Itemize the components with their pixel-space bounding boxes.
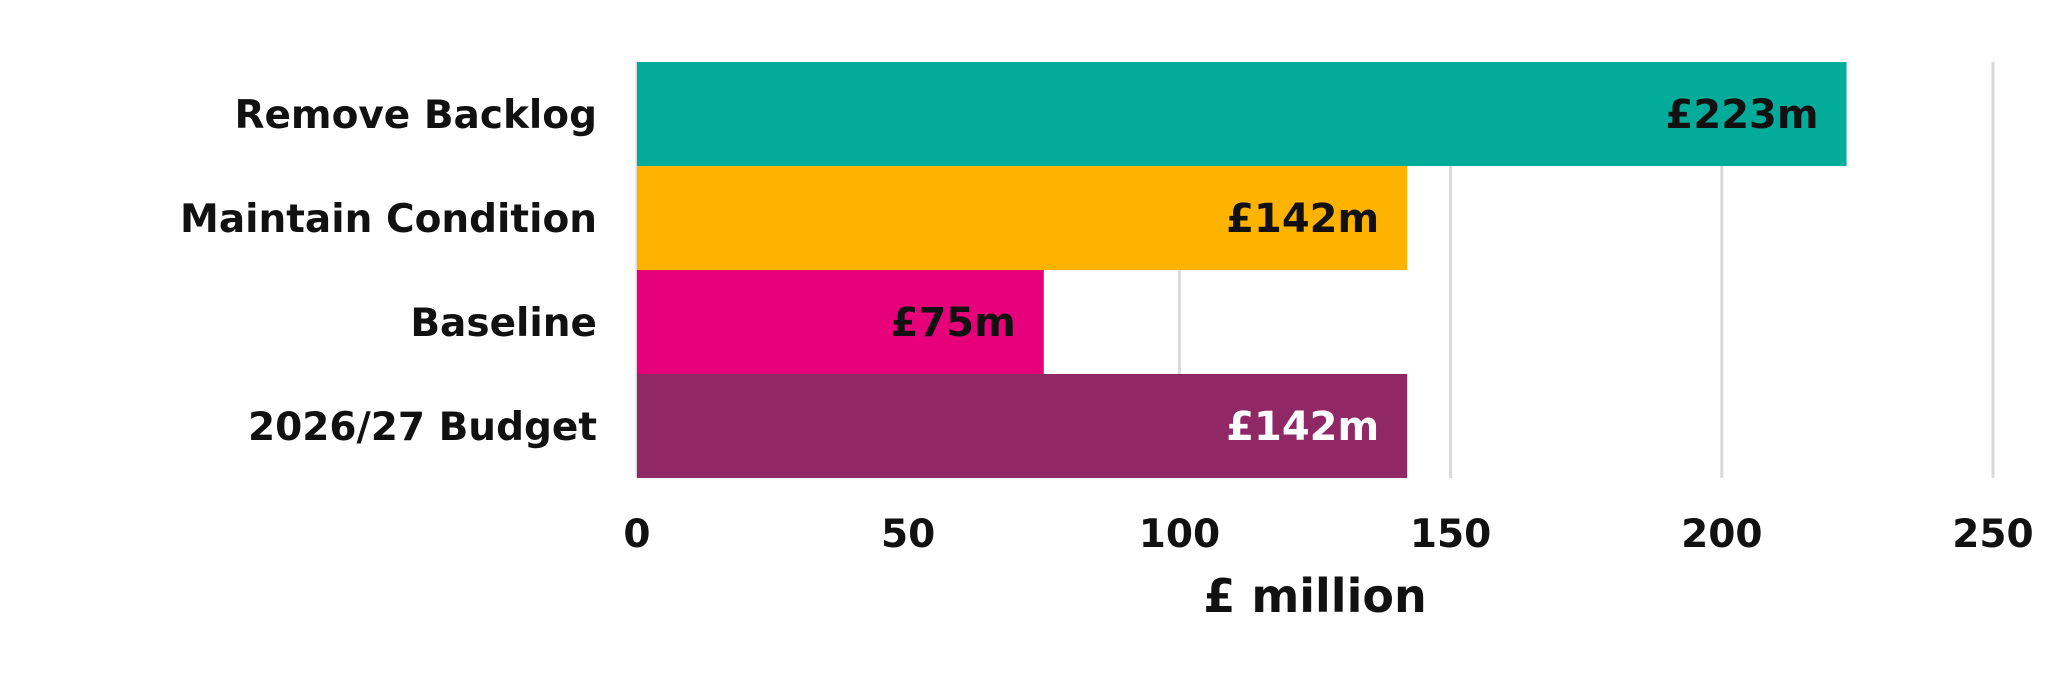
bar [637,166,1408,270]
bar [637,374,1408,478]
data-label: £142m [1226,404,1379,450]
category-labels: Remove Backlog Maintain Condition Baseline… [180,93,597,450]
x-tick-label: 150 [1410,512,1491,557]
data-label: £75m [891,300,1016,346]
x-axis-title: £ million [1203,569,1426,623]
bar [637,62,1847,166]
data-labels: £223m £142m £75m £142m [891,92,1819,450]
x-tick-label: 0 [623,512,650,557]
data-label: £223m [1666,92,1819,138]
x-tick-label: 250 [1952,512,2033,557]
bar [637,270,1044,374]
x-tick-labels: 0 50 100 150 200 250 [623,512,2033,557]
x-tick-label: 100 [1139,512,1220,557]
x-tick-label: 50 [881,512,935,557]
category-label: Remove Backlog [234,93,597,138]
x-tick-label: 200 [1681,512,1762,557]
bars [637,62,1847,478]
data-label: £142m [1226,196,1379,242]
category-label: Baseline [410,301,597,346]
category-label: 2026/27 Budget [248,405,597,450]
category-label: Maintain Condition [180,197,597,242]
